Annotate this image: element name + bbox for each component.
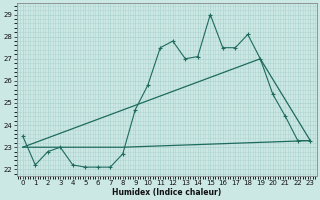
X-axis label: Humidex (Indice chaleur): Humidex (Indice chaleur) [112,188,221,197]
